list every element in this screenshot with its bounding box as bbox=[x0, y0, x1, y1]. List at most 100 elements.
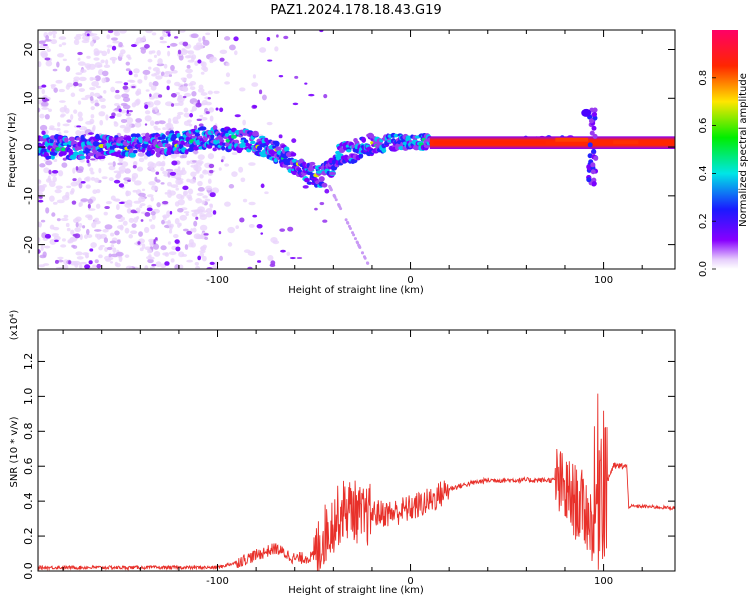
spectrogram-signal bbox=[128, 148, 134, 153]
spectrogram-speckle bbox=[98, 111, 106, 117]
colorbar-tick-label: 0.2 bbox=[698, 213, 709, 229]
spectrogram-speckle bbox=[357, 244, 361, 248]
spectrogram-speckle bbox=[256, 260, 262, 263]
spectrogram-speckle bbox=[105, 201, 112, 205]
spectrogram-speckle bbox=[107, 30, 114, 34]
spectrogram-speckle bbox=[173, 36, 179, 39]
spectrogram-speckle bbox=[106, 246, 113, 251]
spectrogram-signal bbox=[165, 131, 171, 136]
spectrogram-speckle bbox=[60, 217, 69, 222]
spectrogram-speckle bbox=[189, 86, 196, 91]
spectrogram-signal bbox=[381, 148, 387, 153]
spectrogram-speckle bbox=[179, 169, 187, 176]
spectrogram-signal bbox=[587, 142, 593, 148]
spectrogram-speckle bbox=[133, 180, 142, 186]
spectrogram-speckle bbox=[183, 211, 190, 214]
spectrogram-speckle bbox=[103, 211, 108, 216]
spectrogram-speckle bbox=[171, 160, 178, 166]
spectrogram-speckle bbox=[70, 92, 76, 98]
spectrogram-signal bbox=[321, 182, 328, 188]
spectrogram-speckle bbox=[87, 198, 93, 205]
spectrogram-signal bbox=[64, 139, 69, 143]
spectrogram-speckle bbox=[186, 73, 193, 79]
spectrogram-speckle bbox=[200, 71, 205, 75]
spectrogram-signal bbox=[275, 146, 282, 152]
spectrogram-speckle bbox=[195, 216, 199, 220]
spectrogram-speckle bbox=[112, 247, 117, 254]
spectrogram-speckle bbox=[280, 249, 286, 253]
snr-y-tick-label: 0.8 bbox=[22, 423, 35, 441]
spectrogram-speckle bbox=[147, 194, 154, 198]
snr-scale-label: (x10⁴) bbox=[9, 310, 20, 341]
spectrogram-speckle bbox=[185, 213, 189, 216]
spectrogram-speckle bbox=[94, 259, 99, 264]
spectrogram-speckle bbox=[42, 263, 50, 266]
spectrogram-speckle bbox=[80, 180, 86, 184]
colorbar-label: Normalized spectral amplitude bbox=[738, 73, 749, 227]
spectrogram-speckle bbox=[151, 213, 156, 221]
spectrogram-speckle bbox=[172, 120, 179, 125]
spectrogram-speckle bbox=[167, 171, 171, 178]
spectrogram-speckle bbox=[109, 261, 114, 264]
spectrogram-speckle bbox=[141, 243, 146, 249]
spectrogram-speckle bbox=[138, 231, 143, 237]
spectrogram-speckle bbox=[324, 188, 330, 194]
spectrogram-speckle bbox=[130, 230, 138, 235]
spectrogram-signal bbox=[219, 138, 225, 143]
spectrogram-speckle bbox=[44, 233, 51, 239]
spectrogram-speckle bbox=[77, 116, 84, 122]
spectrogram-speckle bbox=[87, 215, 93, 221]
spectrogram-speckle bbox=[276, 34, 279, 38]
spectrogram-speckle bbox=[40, 244, 44, 252]
spectrogram-speckle bbox=[161, 200, 169, 205]
spectrogram-speckle bbox=[231, 171, 238, 177]
spectrogram-speckle bbox=[80, 97, 89, 101]
spectrogram-speckle bbox=[99, 244, 105, 248]
spectrogram-speckle bbox=[248, 201, 256, 206]
spectrogram-speckle bbox=[64, 107, 70, 114]
snr-x-tick-label: 0 bbox=[407, 576, 413, 587]
spectrogram-speckle bbox=[41, 88, 46, 95]
spectrogram-speckle bbox=[63, 264, 69, 269]
spectrogram-speckle bbox=[38, 196, 43, 199]
spectrogram-signal bbox=[591, 148, 597, 154]
spectrogram-speckle bbox=[78, 83, 83, 87]
spectrogram-speckle bbox=[314, 207, 318, 211]
spectrogram-speckle bbox=[131, 172, 139, 179]
spectrogram-speckle bbox=[106, 44, 113, 48]
spectrogram-speckle bbox=[58, 88, 65, 93]
spectrogram-speckle bbox=[91, 35, 100, 41]
spectrogram-speckle bbox=[125, 199, 133, 206]
spectrogram-speckle bbox=[110, 232, 115, 237]
spectrogram-signal bbox=[318, 176, 325, 182]
spectrogram-speckle bbox=[67, 238, 74, 244]
spectrogram-speckle bbox=[154, 121, 160, 125]
spectrogram-speckle bbox=[124, 254, 130, 258]
spectrogram-signal bbox=[100, 155, 106, 160]
spectrogram-speckle bbox=[144, 123, 148, 126]
spectrogram-speckle bbox=[89, 118, 95, 125]
spectrogram-signal bbox=[130, 133, 138, 138]
spectrogram-speckle bbox=[127, 56, 132, 60]
spectrogram-speckle bbox=[319, 30, 324, 33]
spectrogram-speckle bbox=[116, 113, 122, 118]
spectrogram-speckle bbox=[199, 213, 206, 217]
spectrogram-speckle bbox=[143, 74, 148, 81]
spectrogram-speckle bbox=[126, 208, 132, 214]
spectrogram-speckle bbox=[52, 226, 60, 231]
spectrogram-speckle bbox=[193, 44, 201, 51]
spectrogram-speckle bbox=[267, 59, 273, 62]
spectrogram-speckle bbox=[128, 217, 135, 223]
spectrogram-speckle bbox=[44, 98, 50, 102]
spectrogram-speckle bbox=[94, 177, 100, 183]
spectrogram-speckle bbox=[155, 112, 162, 116]
spectrogram-speckle bbox=[154, 127, 161, 131]
spectrogram-speckle bbox=[70, 188, 75, 194]
spectrogram-speckle bbox=[79, 233, 83, 241]
spectrogram-speckle bbox=[133, 217, 139, 223]
spectrogram-speckle bbox=[170, 153, 178, 159]
spectrogram-speckle bbox=[74, 233, 81, 239]
spectrogram-speckle bbox=[198, 84, 204, 90]
spectrogram-speckle bbox=[166, 45, 171, 48]
